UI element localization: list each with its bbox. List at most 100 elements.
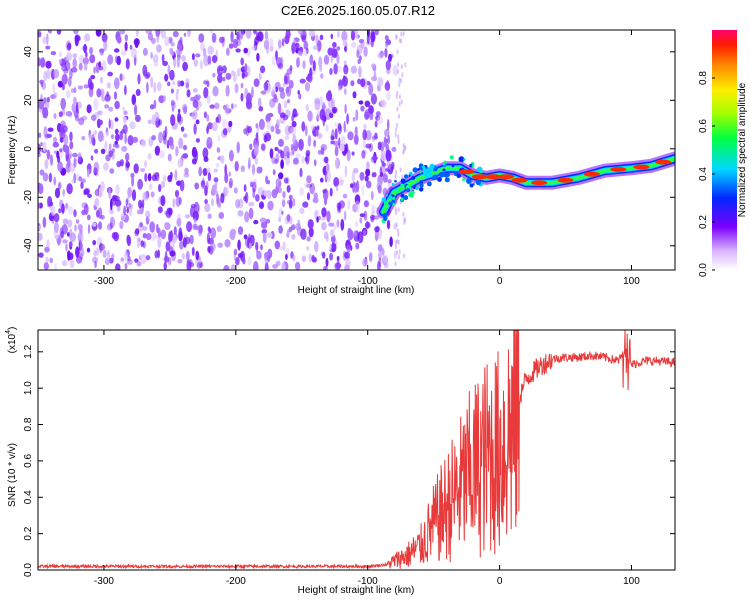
noise-blob — [274, 146, 279, 152]
noise-blob — [68, 240, 73, 248]
noise-blob — [295, 223, 302, 231]
noise-blob — [251, 86, 254, 99]
noise-blob — [66, 90, 71, 99]
noise-blob — [129, 121, 136, 130]
noise-blob — [38, 252, 44, 258]
noise-blob — [110, 198, 113, 211]
noise-blob — [93, 66, 96, 74]
noise-blob — [403, 219, 406, 225]
noise-blob — [182, 237, 187, 248]
noise-blob — [312, 45, 319, 51]
track-core — [511, 177, 528, 183]
noise-blob — [232, 38, 238, 49]
noise-blob — [69, 141, 74, 150]
noise-blob — [368, 252, 373, 263]
track-turbulence — [392, 202, 396, 206]
noise-blob — [125, 58, 130, 70]
noise-blob — [400, 99, 403, 105]
noise-blob — [332, 108, 336, 114]
noise-blob — [65, 145, 70, 156]
noise-blob — [174, 190, 180, 198]
noise-blob — [240, 165, 245, 173]
noise-blob — [322, 251, 326, 259]
noise-blob — [223, 264, 230, 270]
noise-blob — [114, 100, 120, 110]
colorbar-tick-label: 0.8 — [698, 71, 709, 85]
noise-blob — [398, 101, 401, 107]
noise-blob — [264, 262, 269, 270]
noise-blob — [108, 257, 114, 264]
noise-blob — [38, 183, 44, 195]
track-core — [498, 174, 515, 180]
noise-blob — [167, 64, 171, 75]
noise-blob — [190, 203, 197, 209]
noise-blob — [329, 68, 333, 75]
noise-blob — [90, 74, 96, 80]
noise-blob — [111, 194, 118, 202]
noise-blob — [88, 133, 92, 145]
spectrogram-x-ticks: -300 -200 -100 0 100 — [94, 30, 640, 287]
noise-blob — [397, 134, 400, 140]
noise-blob — [180, 55, 186, 62]
noise-blob — [325, 257, 329, 267]
noise-blob — [384, 35, 389, 41]
noise-blob — [72, 30, 79, 35]
snr-x-axis-label: Height of straight line (km) — [298, 585, 415, 596]
spectrogram-x-tick-label: -200 — [226, 276, 246, 287]
noise-blob — [200, 59, 203, 70]
noise-blob — [354, 200, 361, 213]
track-turbulence — [395, 188, 398, 191]
track-turbulence — [469, 183, 474, 188]
noise-blob — [235, 48, 241, 53]
spectrogram-x-tick-label: 0 — [497, 276, 503, 287]
noise-blob — [359, 171, 365, 181]
noise-blob — [116, 35, 122, 44]
noise-blob — [120, 129, 125, 134]
noise-blob — [121, 49, 127, 56]
noise-blob — [286, 99, 291, 104]
noise-blob — [115, 133, 120, 142]
noise-blob — [43, 70, 48, 82]
noise-blob — [108, 118, 111, 129]
track-core — [485, 174, 501, 180]
noise-blob — [366, 161, 370, 170]
noise-blob — [398, 38, 401, 43]
track-turbulence — [388, 201, 392, 206]
colorbar-tick-label: 0.2 — [698, 215, 709, 229]
noise-blob — [354, 221, 359, 228]
noise-blob — [395, 94, 398, 100]
noise-blob — [46, 239, 50, 250]
noise-blob — [396, 122, 399, 128]
noise-blob — [310, 124, 315, 131]
noise-blob — [207, 246, 211, 253]
noise-blob — [259, 167, 263, 172]
noise-blob — [250, 45, 257, 51]
noise-blob — [154, 145, 161, 156]
noise-blob — [219, 36, 225, 44]
noise-blob — [57, 80, 64, 88]
noise-blob — [371, 63, 376, 69]
noise-blob — [326, 170, 332, 183]
noise-blob — [78, 117, 85, 126]
noise-blob — [91, 134, 95, 146]
noise-blob — [249, 143, 253, 150]
noise-blob — [236, 141, 240, 154]
noise-blob — [297, 30, 303, 35]
noise-blob — [388, 53, 392, 63]
noise-blob — [304, 182, 311, 189]
track-core — [633, 164, 650, 170]
noise-blob — [266, 180, 270, 185]
noise-blob — [370, 190, 374, 201]
noise-blob — [230, 228, 237, 236]
noise-blob — [222, 77, 226, 82]
noise-blob — [49, 257, 53, 264]
noise-blob — [65, 111, 73, 117]
noise-blob — [178, 137, 184, 149]
noise-blob — [225, 84, 230, 97]
noise-blob — [59, 148, 63, 153]
noise-blob — [174, 169, 178, 181]
noise-blob — [394, 132, 397, 138]
noise-blob — [42, 141, 47, 153]
noise-blob — [111, 232, 118, 240]
noise-blob — [212, 72, 216, 78]
